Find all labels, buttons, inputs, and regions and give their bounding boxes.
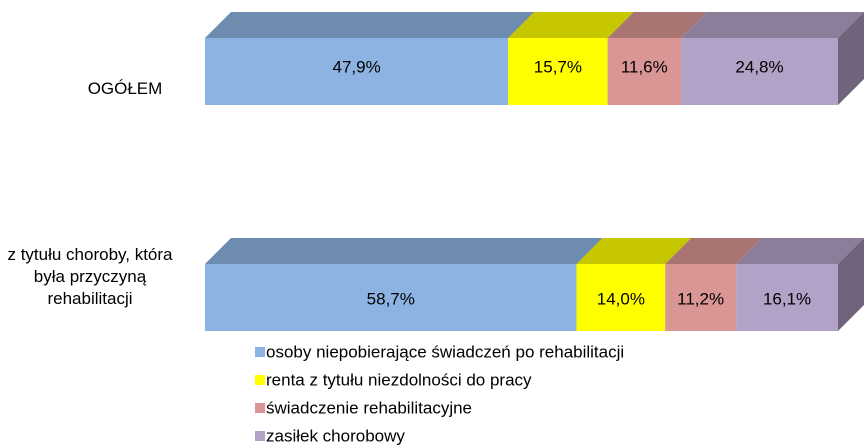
legend-swatch — [255, 375, 265, 385]
bar-segment — [607, 38, 682, 105]
bar-segment — [205, 38, 509, 105]
bar-top — [576, 238, 692, 264]
bar-top — [205, 238, 603, 264]
legend-label: świadczenie rehabilitacyjne — [266, 398, 472, 417]
bar-top — [205, 12, 535, 38]
value-label: 16,1% — [763, 289, 811, 308]
value-label: 58,7% — [367, 289, 415, 308]
legend-swatch — [255, 347, 265, 357]
bar-segment — [665, 264, 737, 331]
legend-label: renta z tytułu niezdolności do pracy — [266, 370, 532, 389]
bar-segment — [508, 38, 608, 105]
bar-segment — [681, 38, 838, 105]
legend-swatch — [255, 431, 265, 441]
legend-label: zasiłek chorobowy — [266, 426, 405, 445]
bar-top — [665, 238, 763, 264]
value-label: 24,8% — [735, 57, 783, 76]
bar-top — [736, 238, 864, 264]
legend-swatch — [255, 403, 265, 413]
value-label: 14,0% — [597, 289, 645, 308]
value-label: 11,6% — [621, 57, 668, 76]
value-label: 47,9% — [333, 57, 381, 76]
bar-top — [607, 12, 708, 38]
bar-side — [838, 12, 864, 105]
bar-side — [838, 238, 864, 331]
value-label: 15,7% — [534, 57, 582, 76]
bar-segment — [736, 264, 838, 331]
legend-label: osoby niepobierające świadczeń po rehabi… — [266, 342, 624, 361]
bar-segment — [576, 264, 666, 331]
bar-segment — [205, 264, 577, 331]
bar-top — [681, 12, 864, 38]
value-label: 11,2% — [677, 289, 724, 308]
category-label: OGÓŁEM — [87, 79, 163, 98]
bar-top — [508, 12, 634, 38]
category-label: z tytułu choroby, która była przyczyną r… — [7, 245, 173, 308]
